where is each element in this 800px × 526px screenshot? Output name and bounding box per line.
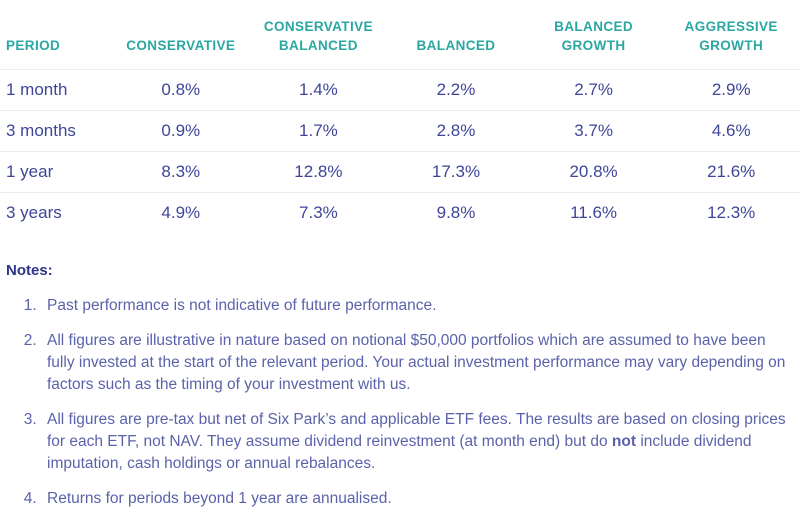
return-value-cell: 4.9% [112,191,250,233]
column-header-conservative-balanced: CONSERVATIVE BALANCED [250,0,388,69]
column-header-label: CONSERVATIVE [126,37,236,53]
column-header-balanced: BALANCED [387,0,525,69]
return-value-cell: 2.7% [524,68,663,110]
note-item-3: All figures are pre-tax but net of Six P… [41,409,790,475]
table-row-1-month: 1 month 0.8% 1.4% 2.2% 2.7% 2.9% [0,68,800,110]
notes-section: Notes: Past performance is not indicativ… [0,262,800,510]
return-value-cell: 7.3% [249,191,388,233]
performance-table: PERIOD CONSERVATIVE CONSERVATIVE BALANCE… [0,0,800,233]
period-label: 1 year [0,150,112,192]
return-value-cell: 20.8% [524,150,663,192]
table-row-1-year: 1 year 8.3% 12.8% 17.3% 20.8% 21.6% [0,150,800,192]
return-value-cell: 12.3% [662,191,800,233]
column-header-aggressive-growth: AGGRESSIVE GROWTH [662,0,800,69]
note-item-3-bold-text: not [611,433,637,450]
return-value-cell: 2.9% [662,68,800,110]
column-header-conservative: CONSERVATIVE [112,0,250,69]
return-value-cell: 11.6% [524,191,663,233]
note-item-4: Returns for periods beyond 1 year are an… [41,488,790,510]
return-value-cell: 1.4% [249,68,388,110]
note-item-2: All figures are illustrative in nature b… [41,330,790,396]
return-value-cell: 0.9% [112,109,250,151]
return-value-cell: 9.8% [387,191,525,233]
column-header-period: PERIOD [0,0,112,69]
note-item-3-text: All figures are pre-tax but net of Six P… [47,411,786,450]
return-value-cell: 2.2% [387,68,525,110]
column-header-label: BALANCED GROWTH [554,18,634,53]
period-label: 1 month [0,68,112,110]
note-item-1: Past performance is not indicative of fu… [41,295,790,317]
return-value-cell: 12.8% [249,150,388,192]
notes-list: Past performance is not indicative of fu… [6,295,790,510]
period-label: 3 months [0,109,112,151]
note-item-3-text: include dividend imputation, cash holdin… [47,433,752,472]
return-value-cell: 4.6% [662,109,800,151]
column-header-label: AGGRESSIVE GROWTH [684,18,778,53]
return-value-cell: 0.8% [112,68,250,110]
return-value-cell: 17.3% [387,150,525,192]
column-header-label: CONSERVATIVE BALANCED [263,18,373,53]
return-value-cell: 2.8% [387,109,525,151]
column-header-balanced-growth: BALANCED GROWTH [525,0,663,69]
column-header-label: PERIOD [6,37,61,53]
table-row-3-months: 3 months 0.9% 1.7% 2.8% 3.7% 4.6% [0,109,800,151]
notes-heading: Notes: [6,262,53,279]
return-value-cell: 3.7% [524,109,663,151]
column-header-label: BALANCED [416,37,496,53]
header-row: PERIOD CONSERVATIVE CONSERVATIVE BALANCE… [0,0,800,69]
return-value-cell: 8.3% [112,150,250,192]
period-label: 3 years [0,191,112,233]
return-value-cell: 1.7% [249,109,388,151]
return-value-cell: 21.6% [662,150,800,192]
table-row-3-years: 3 years 4.9% 7.3% 9.8% 11.6% 12.3% [0,191,800,233]
